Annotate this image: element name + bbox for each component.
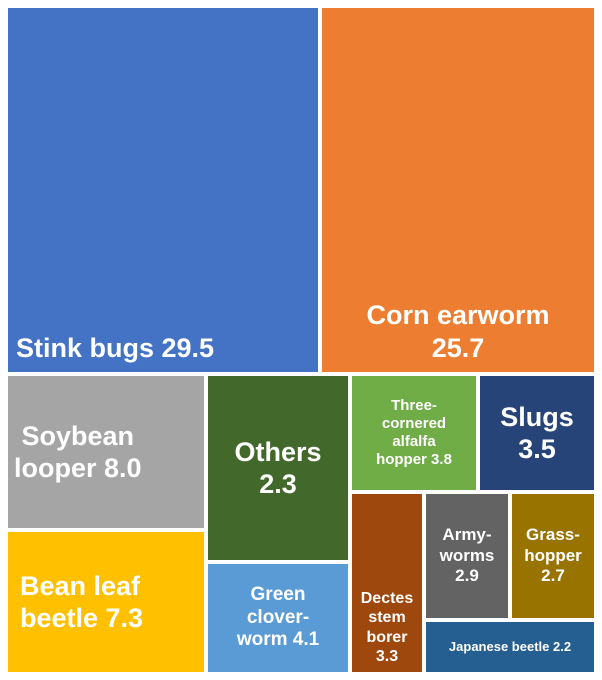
treemap-label-japanese-beetle: Japanese beetle 2.2 <box>449 639 571 655</box>
treemap-label-slugs: Slugs 3.5 <box>500 401 574 466</box>
treemap-label-stink-bugs: Stink bugs 29.5 <box>16 332 214 364</box>
treemap-label-line: cornered <box>381 415 447 432</box>
treemap-label-line: Slugs <box>500 401 574 432</box>
treemap-label-line: Soybean <box>21 420 135 451</box>
treemap-tile-grasshopper: Grass-hopper 2.7 <box>510 492 596 620</box>
treemap-label-bean-leaf-beetle: Bean leaf beetle 7.3 <box>20 570 143 635</box>
treemap-label-line: Others <box>234 436 322 467</box>
treemap-label-line: 2.9 <box>455 566 479 586</box>
treemap-label-line: Green <box>250 583 306 605</box>
treemap-label-armyworms: Army-worms 2.9 <box>440 525 495 586</box>
treemap-label-line: stem <box>368 609 406 627</box>
treemap-label-three-cornered-alfalfa-hopper: Three-cornered alfalfa hopper 3.8 <box>376 397 452 469</box>
treemap-tile-corn-earworm: Corn earworm 25.7 <box>320 6 596 374</box>
treemap-tile-armyworms: Army-worms 2.9 <box>424 492 510 620</box>
treemap-label-line: beetle 7.3 <box>20 603 144 633</box>
treemap-label-line: 2.7 <box>541 566 565 586</box>
treemap-tile-three-cornered-alfalfa-hopper: Three-cornered alfalfa hopper 3.8 <box>350 374 478 492</box>
treemap-label-line: 25.7 <box>431 332 485 363</box>
treemap-label-others: Others 2.3 <box>234 436 321 501</box>
treemap-label-line: worm 4.1 <box>236 629 320 651</box>
treemap-label-soybean-looper: Soybean looper 8.0 <box>14 420 142 485</box>
treemap-label-line: hopper 3.8 <box>376 451 452 468</box>
treemap-label-line: Japanese beetle 2.2 <box>448 639 572 655</box>
treemap-tile-green-cloverworm: Green clover-worm 4.1 <box>206 562 350 674</box>
treemap-tile-soybean-looper: Soybean looper 8.0 <box>6 374 206 530</box>
treemap-label-line: Stink bugs 29.5 <box>16 332 215 363</box>
treemap-tile-japanese-beetle: Japanese beetle 2.2 <box>424 620 596 674</box>
treemap-tile-dectes-stem-borer: Dectes stem borer 3.3 <box>350 492 424 674</box>
treemap-label-dectes-stem-borer: Dectes stem borer 3.3 <box>361 589 413 666</box>
treemap-label-line: hopper <box>524 545 582 565</box>
treemap-label-line: looper 8.0 <box>14 453 142 483</box>
treemap-label-line: 2.3 <box>259 469 297 499</box>
treemap-label-green-cloverworm: Green clover-worm 4.1 <box>237 584 319 652</box>
treemap-label-line: Three- <box>391 397 437 414</box>
treemap-label-line: 3.3 <box>375 647 399 665</box>
treemap-label-line: Army- <box>442 525 492 545</box>
treemap-label-line: worms <box>439 545 495 565</box>
treemap-label-line: 3.5 <box>518 434 556 464</box>
treemap-label-line: Dectes <box>360 590 414 608</box>
treemap-label-line: clover- <box>246 606 310 628</box>
treemap-label-line: alfalfa <box>392 433 436 450</box>
treemap-tile-others: Others 2.3 <box>206 374 350 562</box>
treemap-tile-bean-leaf-beetle: Bean leaf beetle 7.3 <box>6 530 206 674</box>
treemap-tile-slugs: Slugs 3.5 <box>478 374 596 492</box>
treemap-label-corn-earworm: Corn earworm 25.7 <box>366 299 549 364</box>
treemap-label-line: Grass- <box>526 525 580 545</box>
treemap-label-line: Bean leaf <box>20 570 141 601</box>
treemap-tile-stink-bugs: Stink bugs 29.5 <box>6 6 320 374</box>
treemap-label-grasshopper: Grass-hopper 2.7 <box>524 525 582 586</box>
treemap-label-line: Corn earworm <box>366 300 550 331</box>
treemap-label-line: borer <box>366 628 408 646</box>
